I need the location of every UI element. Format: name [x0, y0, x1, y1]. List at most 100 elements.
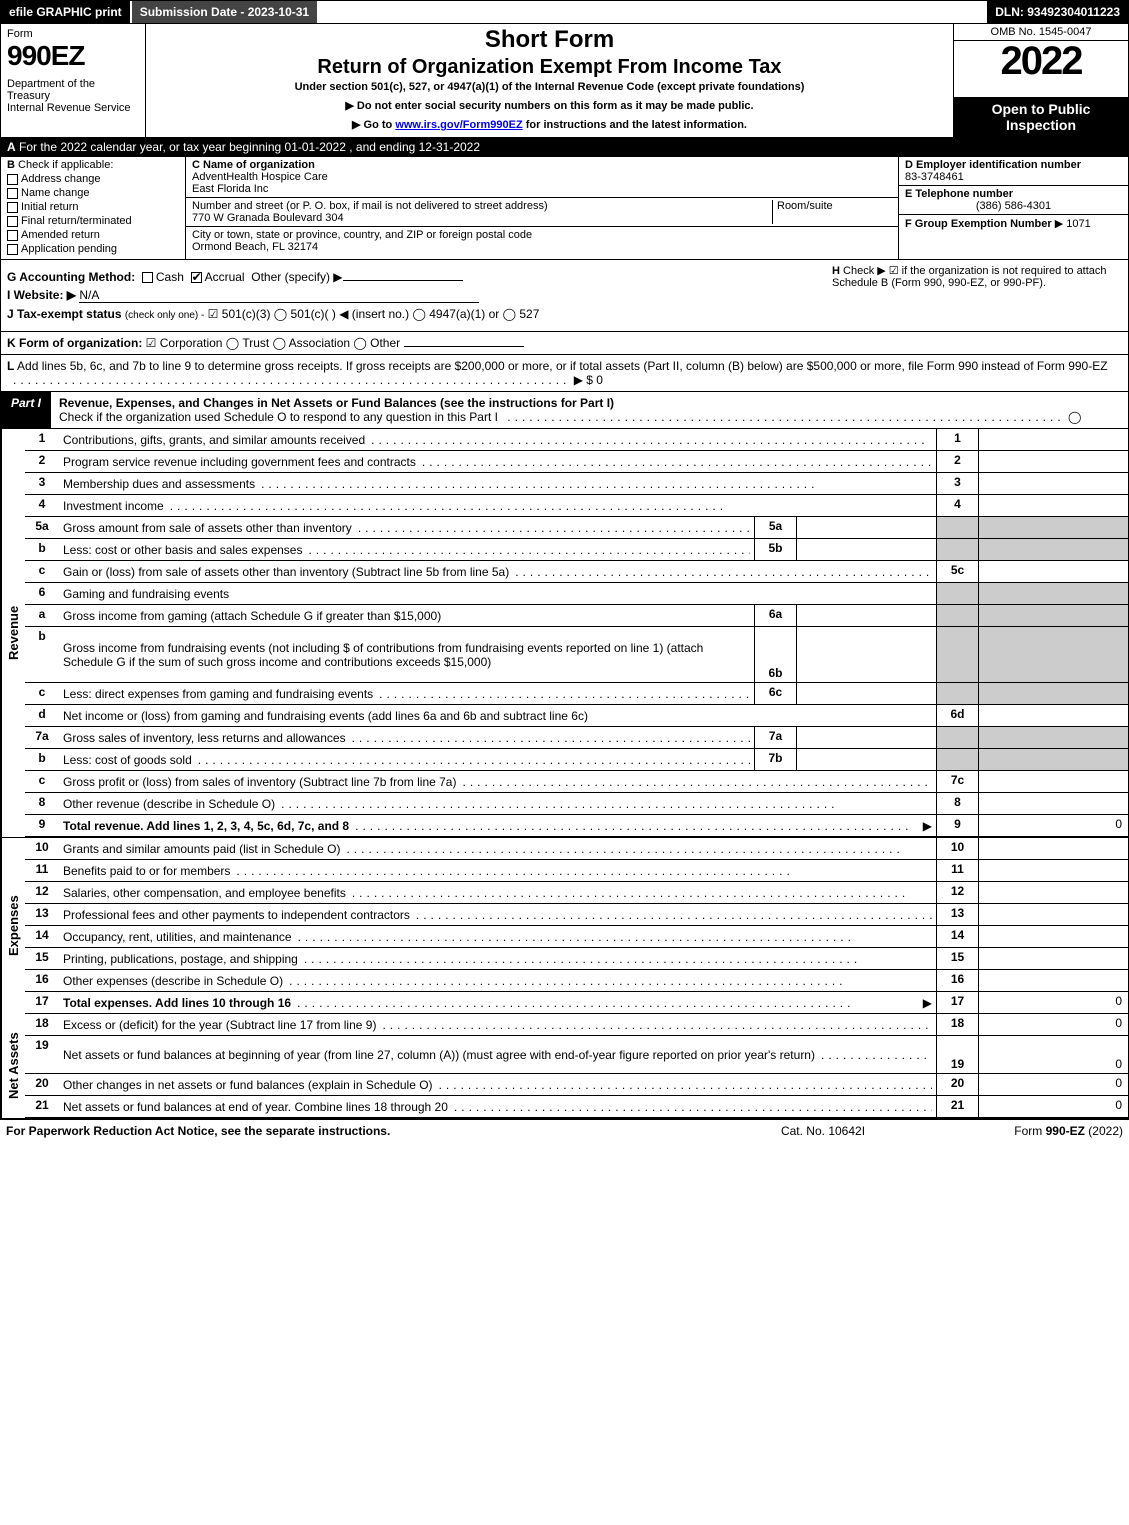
- top-bar: efile GRAPHIC print Submission Date - 20…: [0, 0, 1129, 24]
- ein-label: D Employer identification number: [905, 159, 1081, 171]
- group-exempt-cell: F Group Exemption Number ▶ 1071: [899, 215, 1128, 259]
- line-20: 20Other changes in net assets or fund ba…: [25, 1074, 1128, 1096]
- line-11: 11Benefits paid to or for members11: [25, 860, 1128, 882]
- chk-final-return[interactable]: Final return/terminated: [7, 215, 179, 227]
- k-label: K Form of organization:: [7, 336, 142, 350]
- j-label: J Tax-exempt status: [7, 307, 122, 321]
- section-bcdef: B Check if applicable: Address change Na…: [0, 157, 1129, 260]
- line-4: 4Investment income4: [25, 495, 1128, 517]
- irs-link[interactable]: www.irs.gov/Form990EZ: [395, 119, 522, 131]
- line-7c: cGross profit or (loss) from sales of in…: [25, 771, 1128, 793]
- netassets-vlabel: Net Assets: [1, 1014, 25, 1118]
- form-number: 990EZ: [7, 40, 139, 72]
- line-15: 15Printing, publications, postage, and s…: [25, 948, 1128, 970]
- i-label: I Website: ▶: [7, 288, 76, 302]
- city-cell: City or town, state or province, country…: [186, 227, 898, 255]
- street-val: 770 W Granada Boulevard 304: [192, 212, 344, 224]
- part1-check-text: Check if the organization used Schedule …: [59, 410, 498, 424]
- under-section: Under section 501(c), 527, or 4947(a)(1)…: [152, 81, 947, 93]
- g-label: G Accounting Method:: [7, 270, 135, 284]
- line-2: 2Program service revenue including gover…: [25, 451, 1128, 473]
- l-label: L: [7, 359, 14, 373]
- row-a-text: For the 2022 calendar year, or tax year …: [19, 140, 480, 154]
- goto-note: ▶ Go to www.irs.gov/Form990EZ for instru…: [152, 118, 947, 131]
- part1-checkbox[interactable]: ◯: [1068, 410, 1081, 424]
- g-other-input[interactable]: [343, 280, 463, 281]
- col-def: D Employer identification number 83-3748…: [898, 157, 1128, 259]
- line-6b: bGross income from fundraising events (n…: [25, 627, 1128, 683]
- revenue-grid: Revenue 1Contributions, gifts, grants, a…: [0, 429, 1129, 837]
- g-other: Other (specify) ▶: [251, 270, 342, 284]
- chk-initial-return[interactable]: Initial return: [7, 201, 179, 213]
- part1-title: Revenue, Expenses, and Changes in Net As…: [51, 392, 1128, 428]
- footer-left: For Paperwork Reduction Act Notice, see …: [6, 1124, 723, 1138]
- k-opts: ☑ Corporation ◯ Trust ◯ Association ◯ Ot…: [146, 336, 400, 350]
- line-10: 10Grants and similar amounts paid (list …: [25, 838, 1128, 860]
- form-title: Return of Organization Exempt From Incom…: [152, 56, 947, 79]
- header-right: OMB No. 1545-0047 2022 Open to Public In…: [953, 24, 1128, 137]
- efile-label[interactable]: efile GRAPHIC print: [1, 1, 130, 23]
- ein-cell: D Employer identification number 83-3748…: [899, 157, 1128, 186]
- j-opts: ☑ 501(c)(3) ◯ 501(c)( ) ◀ (insert no.) ◯…: [208, 307, 540, 321]
- ssn-note: ▶ Do not enter social security numbers o…: [152, 99, 947, 112]
- h-box: H Check ▶ ☑ if the organization is not r…: [832, 264, 1122, 289]
- line-19: 19Net assets or fund balances at beginni…: [25, 1036, 1128, 1074]
- footer-cat: Cat. No. 10642I: [723, 1124, 923, 1138]
- i-line: I Website: ▶ N/A: [7, 288, 1122, 303]
- goto-pre: ▶ Go to: [352, 119, 395, 131]
- chk-accrual[interactable]: [191, 272, 202, 283]
- section-ghij: H Check ▶ ☑ if the organization is not r…: [0, 260, 1129, 332]
- part1-badge: Part I: [1, 392, 51, 428]
- line-8: 8Other revenue (describe in Schedule O)8: [25, 793, 1128, 815]
- chk-address-change[interactable]: Address change: [7, 173, 179, 185]
- h-label: H: [832, 265, 840, 277]
- col-b: B Check if applicable: Address change Na…: [1, 157, 186, 259]
- line-1: 1Contributions, gifts, grants, and simil…: [25, 429, 1128, 451]
- j-note: (check only one) -: [125, 310, 204, 321]
- k-other-input[interactable]: [404, 346, 524, 347]
- line-5c: cGain or (loss) from sale of assets othe…: [25, 561, 1128, 583]
- line-6: 6Gaming and fundraising events: [25, 583, 1128, 605]
- l-amount: ▶ $ 0: [574, 373, 603, 387]
- street-cell: Number and street (or P. O. box, if mail…: [186, 198, 898, 227]
- line-13: 13Professional fees and other payments t…: [25, 904, 1128, 926]
- line-3: 3Membership dues and assessments3: [25, 473, 1128, 495]
- page-footer: For Paperwork Reduction Act Notice, see …: [0, 1118, 1129, 1142]
- line-6a: aGross income from gaming (attach Schedu…: [25, 605, 1128, 627]
- city-label: City or town, state or province, country…: [192, 229, 532, 241]
- col-b-title: Check if applicable:: [18, 159, 113, 171]
- col-b-label: B: [7, 159, 15, 171]
- org-name-cell: C Name of organization AdventHealth Hosp…: [186, 157, 898, 198]
- line-16: 16Other expenses (describe in Schedule O…: [25, 970, 1128, 992]
- chk-name-change[interactable]: Name change: [7, 187, 179, 199]
- form-header: Form 990EZ Department of the Treasury In…: [0, 24, 1129, 138]
- org-name-2: East Florida Inc: [192, 183, 268, 195]
- l-text: Add lines 5b, 6c, and 7b to line 9 to de…: [17, 359, 1108, 373]
- ein-val: 83-3748461: [905, 171, 964, 183]
- chk-amended-return[interactable]: Amended return: [7, 229, 179, 241]
- open-inspection: Open to Public Inspection: [954, 97, 1128, 137]
- line-21: 21Net assets or fund balances at end of …: [25, 1096, 1128, 1118]
- line-6d: dNet income or (loss) from gaming and fu…: [25, 705, 1128, 727]
- line-17: 17Total expenses. Add lines 10 through 1…: [25, 992, 1128, 1014]
- short-form-label: Short Form: [152, 26, 947, 54]
- row-k: K Form of organization: ☑ Corporation ◯ …: [0, 332, 1129, 355]
- org-name-1: AdventHealth Hospice Care: [192, 171, 328, 183]
- chk-application-pending[interactable]: Application pending: [7, 243, 179, 255]
- tax-year: 2022: [954, 41, 1128, 81]
- l-dots: [7, 373, 570, 387]
- chk-cash[interactable]: [142, 272, 153, 283]
- part1-header: Part I Revenue, Expenses, and Changes in…: [0, 392, 1129, 429]
- group-exempt-val: ▶ 1071: [1055, 218, 1091, 230]
- org-name-label: C Name of organization: [192, 159, 315, 171]
- col-c: C Name of organization AdventHealth Hosp…: [186, 157, 898, 259]
- row-l: L Add lines 5b, 6c, and 7b to line 9 to …: [0, 355, 1129, 392]
- h-text: Check ▶ ☑ if the organization is not req…: [832, 265, 1107, 289]
- header-center: Short Form Return of Organization Exempt…: [146, 24, 953, 137]
- line-5a: 5aGross amount from sale of assets other…: [25, 517, 1128, 539]
- arrow-icon: ▶: [923, 819, 932, 833]
- netassets-grid: Net Assets 18Excess or (deficit) for the…: [0, 1014, 1129, 1118]
- phone-val: (386) 586-4301: [905, 200, 1122, 212]
- line-12: 12Salaries, other compensation, and empl…: [25, 882, 1128, 904]
- line-7a: 7aGross sales of inventory, less returns…: [25, 727, 1128, 749]
